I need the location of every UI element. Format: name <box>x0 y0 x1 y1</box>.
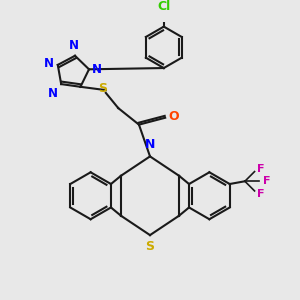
Text: S: S <box>99 82 108 95</box>
Text: S: S <box>146 240 154 253</box>
Text: N: N <box>69 39 79 52</box>
Text: N: N <box>145 138 155 152</box>
Text: Cl: Cl <box>157 0 170 13</box>
Text: F: F <box>257 189 265 199</box>
Text: F: F <box>263 176 270 186</box>
Text: N: N <box>44 57 54 70</box>
Text: N: N <box>92 63 102 76</box>
Text: F: F <box>257 164 265 174</box>
Text: O: O <box>169 110 179 123</box>
Text: N: N <box>48 87 58 100</box>
